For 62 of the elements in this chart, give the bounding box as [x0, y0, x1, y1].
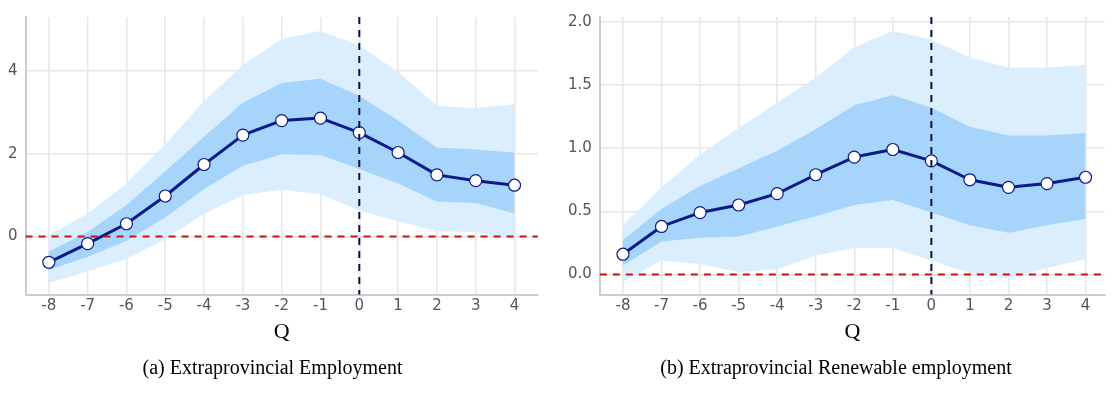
- x-tick-label: -6: [692, 296, 708, 315]
- x-axis-title: Q: [273, 317, 290, 343]
- x-tick-label: 0: [354, 296, 365, 315]
- x-tick-label: -1: [312, 296, 328, 315]
- x-tick-label: -7: [80, 296, 96, 315]
- point: [1078, 170, 1093, 184]
- x-tick-label: 1: [393, 296, 403, 315]
- x-tick-label: 3: [470, 296, 481, 315]
- x-tick-label: -5: [731, 296, 747, 315]
- point: [430, 168, 444, 182]
- point: [963, 173, 977, 187]
- x-tick-label: -6: [118, 296, 134, 315]
- x-tick-label: -2: [846, 296, 862, 315]
- point: [42, 255, 56, 269]
- x-tick-label: -5: [157, 296, 173, 315]
- point: [654, 219, 669, 234]
- x-tick-label: -1: [885, 296, 901, 315]
- y-tick-label: 2.0: [568, 11, 592, 30]
- point: [1040, 176, 1054, 191]
- x-tick-label: -8: [615, 296, 631, 315]
- text: (b) Extraprovincial Renewable employment: [659, 356, 1013, 379]
- y-tick-label: 2: [8, 143, 18, 162]
- point: [158, 189, 172, 203]
- point: [1001, 180, 1016, 194]
- point: [507, 178, 522, 192]
- point: [847, 150, 861, 164]
- point: [81, 237, 95, 251]
- x-tick-label: -3: [235, 296, 251, 315]
- y-tick-label: 0.5: [568, 201, 592, 220]
- point: [809, 168, 823, 182]
- x-tick-label: -7: [654, 296, 670, 315]
- point: [119, 217, 134, 231]
- x-tick-label: 2: [432, 296, 442, 315]
- point: [236, 128, 250, 142]
- point: [275, 113, 289, 128]
- y-tick-label: 4: [8, 60, 18, 79]
- text: (a) Extraprovincial Employment: [141, 356, 404, 379]
- y-tick-label: 1.0: [568, 138, 592, 157]
- x-tick-label: 1: [965, 296, 975, 315]
- x-tick-label: -2: [274, 296, 290, 315]
- point: [197, 157, 211, 172]
- x-tick-label: -4: [196, 296, 212, 315]
- x-axis-title: Q: [844, 317, 861, 343]
- y-tick-label: 0.0: [568, 264, 592, 283]
- y-tick-label: 0: [8, 226, 18, 245]
- x-tick-label: 3: [1042, 296, 1052, 315]
- point: [886, 142, 900, 157]
- x-tick-label: 4: [509, 296, 520, 315]
- x-tick-label: 4: [1080, 296, 1091, 315]
- point: [693, 205, 707, 220]
- x-tick-label: 0: [926, 296, 937, 315]
- point: [770, 187, 784, 201]
- x-tick-label: -4: [769, 296, 785, 315]
- point: [616, 247, 630, 261]
- point: [391, 145, 405, 160]
- x-tick-label: -3: [808, 296, 824, 315]
- point: [313, 111, 328, 125]
- point: [469, 174, 483, 188]
- x-tick-label: -8: [41, 296, 57, 315]
- x-tick-label: 2: [1003, 296, 1014, 315]
- y-tick-label: 1.5: [568, 75, 592, 94]
- point: [732, 198, 746, 212]
